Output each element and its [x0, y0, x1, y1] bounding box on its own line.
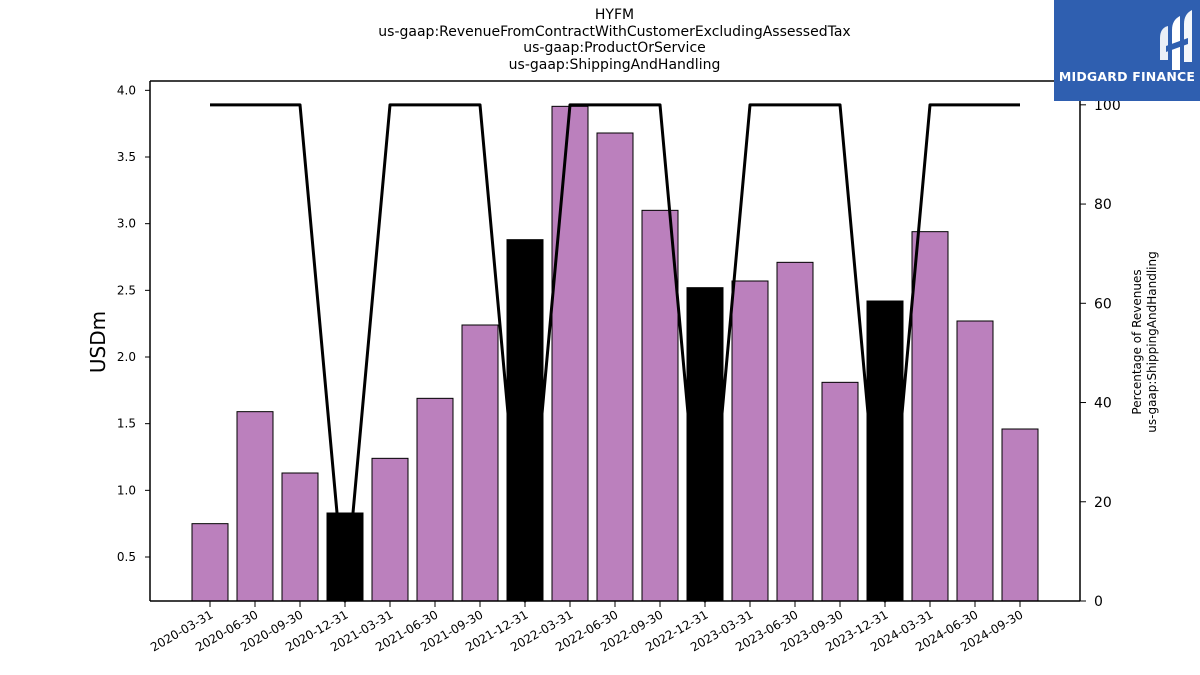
- y-left-tick-label: 3.5: [117, 150, 136, 164]
- bar-2021-09-30: [461, 324, 499, 602]
- bar-2023-09-30: [821, 381, 859, 602]
- bar-2022-03-31: [551, 105, 589, 602]
- y-left-tick-label: 2.5: [117, 283, 136, 297]
- bar-2022-12-31: [686, 287, 724, 602]
- y-right-tick-label: 60: [1094, 296, 1112, 312]
- bar-2024-09-30: [1001, 428, 1039, 602]
- y-left-tick-label: 0.5: [117, 550, 136, 564]
- y-left-tick-label: 4.0: [117, 83, 136, 97]
- bar-2020-09-30: [281, 472, 319, 602]
- y-right-tick-label: 80: [1094, 197, 1112, 213]
- y-left-tick-label: 3.0: [117, 217, 136, 231]
- y-right-tick-label: 20: [1094, 495, 1112, 511]
- logo-text: MIDGARD FINANCE: [1058, 69, 1196, 84]
- bar-2023-03-31: [731, 280, 769, 602]
- bar-2020-06-30: [236, 411, 274, 602]
- bar-2024-03-31: [911, 231, 949, 602]
- title-line-axis: us-gaap:ProductOrService: [523, 40, 706, 56]
- title-line-concept: us-gaap:RevenueFromContractWithCustomerE…: [378, 24, 851, 40]
- bar-2022-09-30: [641, 209, 679, 602]
- bar-2023-06-30: [776, 261, 814, 602]
- bar-2020-03-31: [191, 523, 229, 602]
- bar-2021-12-31: [506, 239, 544, 602]
- logo-mark-icon: [1160, 10, 1192, 70]
- y-axis-right-label: Percentage of Revenues us-gaap:ShippingA…: [1130, 251, 1160, 432]
- y-left-tick-label: 2.0: [117, 350, 136, 364]
- y-right-tick-label: 40: [1094, 396, 1112, 412]
- y-axis-left-label: USDm: [86, 310, 110, 374]
- y-right-tick-label: 100: [1094, 98, 1121, 114]
- bar-2021-06-30: [416, 397, 454, 602]
- bar-2022-06-30: [596, 132, 634, 602]
- bar-2023-12-31: [866, 300, 904, 602]
- y-left-tick-label: 1.5: [117, 417, 136, 431]
- bar-2021-03-31: [371, 457, 409, 602]
- midgard-finance-logo: MIDGARD FINANCE: [1054, 0, 1200, 101]
- title-line-member: us-gaap:ShippingAndHandling: [508, 57, 721, 73]
- bar-2024-06-30: [956, 320, 994, 602]
- title-line-ticker: HYFM: [594, 7, 635, 23]
- y-right-tick-label: 0: [1094, 594, 1103, 610]
- y-axis-right-label-line2: us-gaap:ShippingAndHandling: [1145, 251, 1159, 433]
- y-left-tick-label: 1.0: [117, 483, 136, 497]
- y-axis-right-label-line1: Percentage of Revenues: [1130, 269, 1144, 415]
